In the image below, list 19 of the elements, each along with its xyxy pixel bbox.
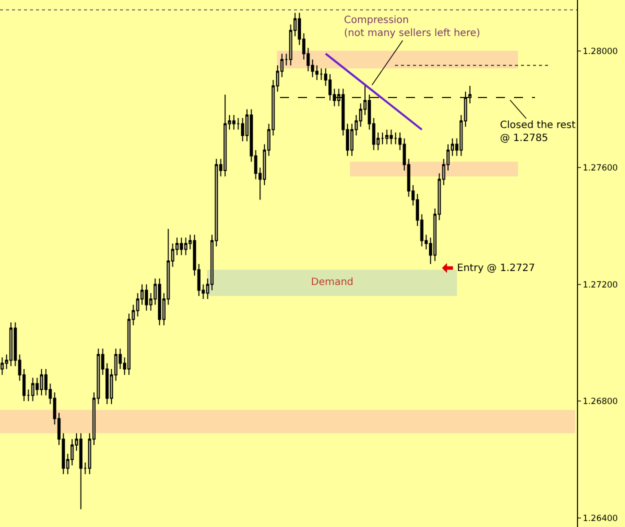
candlestick	[158, 278, 162, 326]
y-tick-label: 1.28000	[582, 46, 618, 57]
y-tick-label: 1.26400	[582, 514, 618, 524]
candlestick	[184, 237, 188, 256]
candlestick	[40, 368, 44, 396]
annotation: Closed the rest @ 1.2785	[500, 120, 576, 144]
candlestick	[31, 377, 34, 402]
candlestick	[232, 114, 236, 130]
annotation: Compression (not many sellers left here)	[344, 15, 480, 39]
y-tick-label: 1.27200	[582, 280, 618, 290]
annotation: Entry @ 1.2727	[457, 263, 535, 274]
candlestick	[380, 132, 384, 145]
candlestick	[0, 356, 4, 376]
candlestick	[144, 284, 148, 312]
band-label: Demand	[311, 277, 354, 288]
candlestick	[79, 432, 82, 510]
y-tick-label: 1.26800	[582, 397, 618, 408]
candlestick	[390, 129, 393, 145]
y-tick-label: 1.27600	[582, 164, 618, 174]
